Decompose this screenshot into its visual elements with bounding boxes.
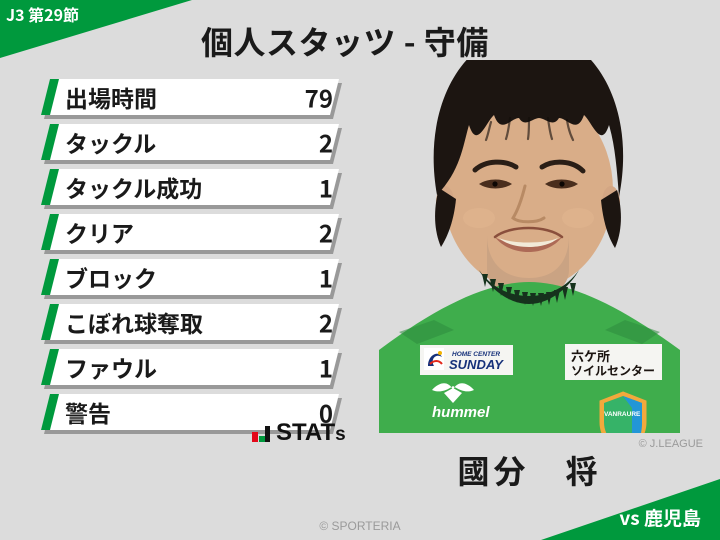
svg-text:SUNDAY: SUNDAY — [449, 357, 504, 372]
svg-text:VANRAURE: VANRAURE — [604, 411, 641, 418]
svg-text:vs 鹿児島: vs 鹿児島 — [619, 504, 701, 531]
svg-text:hummel: hummel — [432, 404, 490, 421]
svg-text:ソイルセンター: ソイルセンター — [571, 362, 655, 379]
